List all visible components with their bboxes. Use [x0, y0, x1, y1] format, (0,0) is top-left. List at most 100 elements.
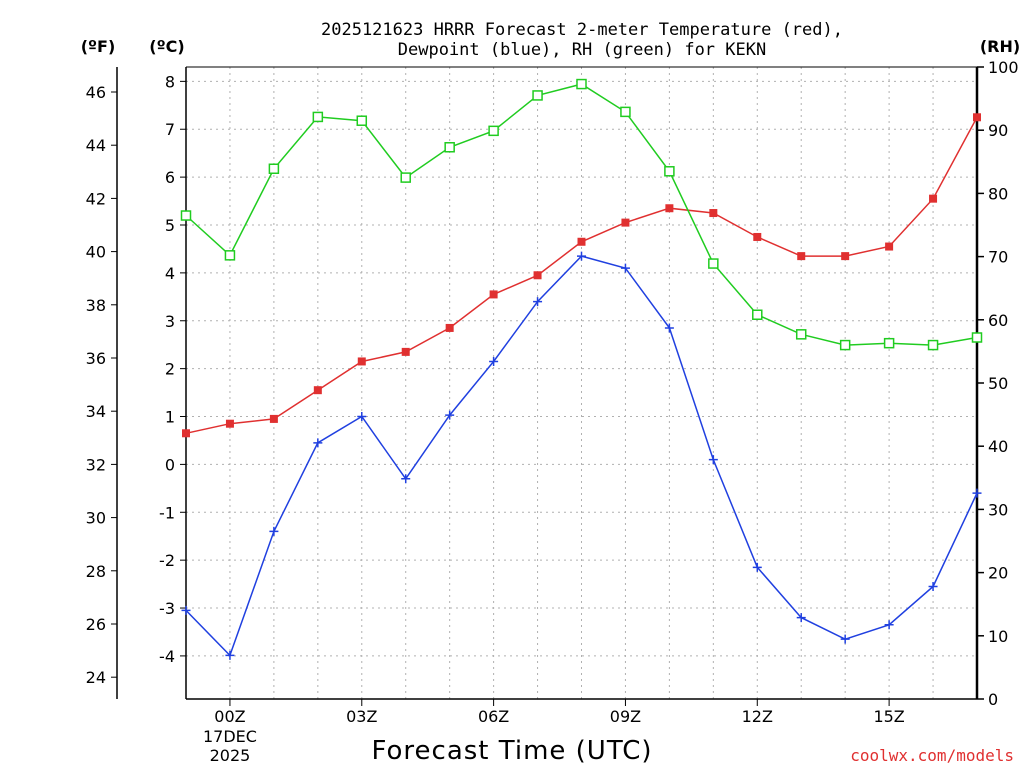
- 2-meter-temperature-point: [665, 204, 674, 213]
- 2-meter-temperature-point: [225, 419, 234, 428]
- fahrenheit-tick-label: 24: [86, 668, 106, 687]
- celsius-tick-label: 2: [165, 360, 175, 379]
- rh-tick-label: 10: [988, 627, 1008, 646]
- dewpoint-point: [225, 650, 235, 660]
- credit-text: coolwx.com/models: [850, 746, 1014, 765]
- dewpoint-point: [577, 251, 586, 261]
- dewpoint-point: [357, 412, 367, 422]
- dewpoint-point: [664, 323, 674, 333]
- dewpoint-point: [181, 605, 191, 615]
- rh-tick-label: 0: [988, 690, 998, 709]
- rh-point: [576, 78, 587, 90]
- celsius-tick-label: 6: [165, 168, 175, 187]
- x-tick-label: 06Z: [478, 707, 509, 726]
- celsius-tick-label: 5: [165, 216, 175, 235]
- 2-meter-temperature-point: [401, 347, 410, 356]
- axes: [111, 66, 984, 706]
- celsius-tick-label: 4: [165, 264, 175, 283]
- rh-point: [356, 115, 368, 126]
- dewpoint-point: [401, 474, 411, 484]
- 2-meter-temperature-point: [357, 357, 366, 366]
- chart-subtitle: Dewpoint (blue), RH (green) for KEKN: [398, 40, 766, 60]
- dewpoint-point: [620, 263, 630, 273]
- dewpoint-point: [445, 410, 455, 420]
- celsius-tick-label: 3: [165, 312, 175, 331]
- dewpoint-point: [928, 581, 938, 591]
- rh-tick-label: 50: [988, 374, 1008, 393]
- 2-meter-temperature-point: [182, 429, 190, 438]
- 2-meter-temperature-point: [885, 242, 894, 251]
- rh-tick-label: 40: [988, 437, 1008, 456]
- fahrenheit-tick-label: 26: [86, 615, 106, 634]
- x-tick-label: 15Z: [873, 707, 904, 726]
- celsius-axis-label: (ºC): [149, 37, 184, 56]
- x-tick-label: 09Z: [610, 707, 641, 726]
- celsius-tick-label: 1: [165, 408, 175, 427]
- 2-meter-temperature-point: [313, 386, 322, 395]
- rh-point: [532, 90, 543, 101]
- dewpoint-point: [313, 438, 323, 448]
- rh-point: [664, 166, 675, 177]
- rh-point: [795, 329, 807, 340]
- fahrenheit-tick-label: 40: [86, 243, 106, 262]
- rh-tick-label: 30: [988, 500, 1008, 519]
- tick-labels: -4-3-2-101234567824262830323436384042444…: [86, 58, 1019, 765]
- celsius-tick-label: -1: [159, 503, 175, 522]
- 2-meter-temperature-point: [489, 290, 498, 299]
- x-tick-label: 00Z: [214, 707, 245, 726]
- dewpoint-point: [708, 455, 718, 465]
- dewpoint-point: [796, 613, 806, 623]
- dewpoint-point: [533, 297, 543, 307]
- 2-meter-temperature-point: [577, 237, 586, 246]
- 2-meter-temperature-point: [929, 194, 938, 203]
- x-tick-label: 03Z: [346, 707, 377, 726]
- fahrenheit-tick-label: 32: [86, 455, 106, 474]
- rh-point: [620, 106, 631, 118]
- series-layer: [180, 78, 983, 660]
- rh-axis-label: (RH): [980, 37, 1020, 56]
- rh-point: [839, 339, 851, 351]
- x-tick-year: 2025: [210, 746, 251, 765]
- grid: [186, 67, 977, 699]
- fahrenheit-tick-label: 34: [86, 402, 106, 421]
- rh-line: [185, 83, 978, 346]
- 2-meter-temperature-point: [973, 113, 981, 122]
- chart-title: 2025121623 HRRR Forecast 2-meter Tempera…: [321, 20, 843, 40]
- rh-point: [883, 337, 895, 349]
- x-tick-date: 17DEC: [203, 727, 257, 746]
- fahrenheit-tick-label: 28: [86, 562, 106, 581]
- fahrenheit-axis-label: (ºF): [81, 37, 116, 56]
- fahrenheit-tick-label: 30: [86, 509, 106, 528]
- celsius-tick-label: 7: [165, 120, 175, 139]
- celsius-tick-label: 0: [165, 455, 175, 474]
- x-tick-label: 12Z: [742, 707, 773, 726]
- rh-point: [971, 332, 983, 343]
- dewpoint-point: [840, 634, 850, 644]
- 2-meter-temperature-point: [533, 271, 542, 280]
- rh-tick-label: 80: [988, 184, 1008, 203]
- rh-tick-label: 90: [988, 121, 1008, 140]
- rh-point: [444, 142, 455, 153]
- dewpoint-point: [752, 562, 762, 572]
- rh-tick-label: 70: [988, 248, 1008, 267]
- 2-meter-temperature-point: [841, 252, 850, 261]
- rh-point: [224, 250, 236, 261]
- fahrenheit-tick-label: 38: [86, 296, 106, 315]
- rh-point: [708, 258, 719, 269]
- 2-meter-temperature-point: [269, 414, 278, 423]
- celsius-tick-label: -3: [159, 599, 175, 618]
- 2-meter-temperature-point: [797, 252, 806, 261]
- fahrenheit-tick-label: 46: [86, 83, 106, 102]
- celsius-tick-label: -4: [159, 647, 175, 666]
- 2-meter-temperature-point: [753, 232, 762, 241]
- rh-point: [400, 172, 411, 183]
- rh-point: [180, 210, 192, 221]
- fahrenheit-tick-label: 44: [86, 136, 106, 155]
- 2-meter-temperature-point: [445, 323, 454, 332]
- dewpoint-point: [489, 356, 499, 366]
- celsius-tick-label: 8: [165, 72, 175, 91]
- fahrenheit-tick-label: 36: [86, 349, 106, 368]
- fahrenheit-tick-label: 42: [86, 189, 106, 208]
- rh-point: [312, 111, 324, 123]
